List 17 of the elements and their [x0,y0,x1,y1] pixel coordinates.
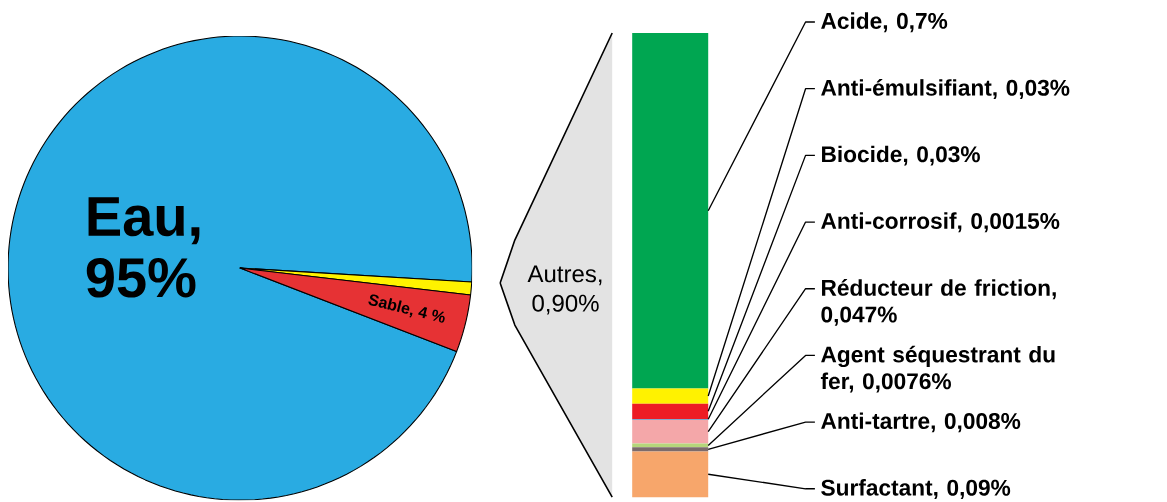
slice-label: Eau, 95% [86,197,200,298]
data-label: Réducteur de friction, 0,047% [821,278,1056,326]
data-label: Surfactant, 0,09% [821,479,1011,499]
slice-label: Autres, 0,90% [527,265,602,315]
data-label: Biocide, 0,03% [822,145,980,166]
bar [632,447,709,452]
bar [632,419,709,444]
bar [632,403,709,419]
bar [632,32,709,389]
data-label: Acide, 0,7% [821,12,948,33]
slice-label: Sable, 4 % [368,294,445,323]
data-label: Anti-corrosif, 0,0015% [821,212,1060,233]
data-label: Agent séquestrant du fer, 0,0076% [820,345,1055,393]
bar [632,388,709,404]
data-label: Anti-émulsifiant, 0,03% [821,78,1070,100]
data-label: Anti-tartre, 0,008% [821,412,1021,433]
bar [632,451,709,498]
